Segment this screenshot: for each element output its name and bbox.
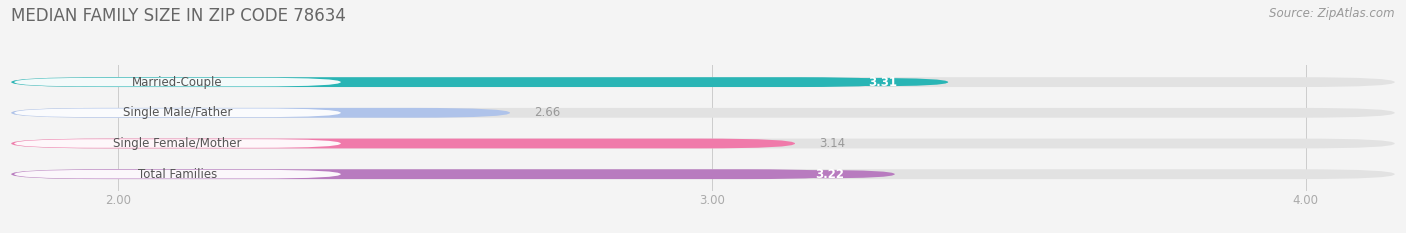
FancyBboxPatch shape	[14, 109, 340, 117]
FancyBboxPatch shape	[763, 170, 894, 178]
Text: 3.14: 3.14	[818, 137, 845, 150]
Text: Source: ZipAtlas.com: Source: ZipAtlas.com	[1270, 7, 1395, 20]
FancyBboxPatch shape	[11, 108, 510, 118]
FancyBboxPatch shape	[14, 78, 340, 86]
FancyBboxPatch shape	[11, 139, 794, 148]
Text: Married-Couple: Married-Couple	[132, 76, 222, 89]
Text: MEDIAN FAMILY SIZE IN ZIP CODE 78634: MEDIAN FAMILY SIZE IN ZIP CODE 78634	[11, 7, 346, 25]
Text: 3.22: 3.22	[815, 168, 844, 181]
FancyBboxPatch shape	[14, 170, 340, 178]
FancyBboxPatch shape	[11, 169, 1395, 179]
FancyBboxPatch shape	[818, 78, 948, 86]
FancyBboxPatch shape	[11, 169, 842, 179]
FancyBboxPatch shape	[11, 77, 1395, 87]
FancyBboxPatch shape	[11, 108, 1395, 118]
Text: Single Female/Mother: Single Female/Mother	[114, 137, 242, 150]
FancyBboxPatch shape	[14, 139, 340, 148]
FancyBboxPatch shape	[11, 77, 896, 87]
Text: Total Families: Total Families	[138, 168, 217, 181]
FancyBboxPatch shape	[11, 139, 1395, 148]
Text: Single Male/Father: Single Male/Father	[122, 106, 232, 119]
Text: 3.31: 3.31	[869, 76, 897, 89]
Text: 2.66: 2.66	[534, 106, 560, 119]
